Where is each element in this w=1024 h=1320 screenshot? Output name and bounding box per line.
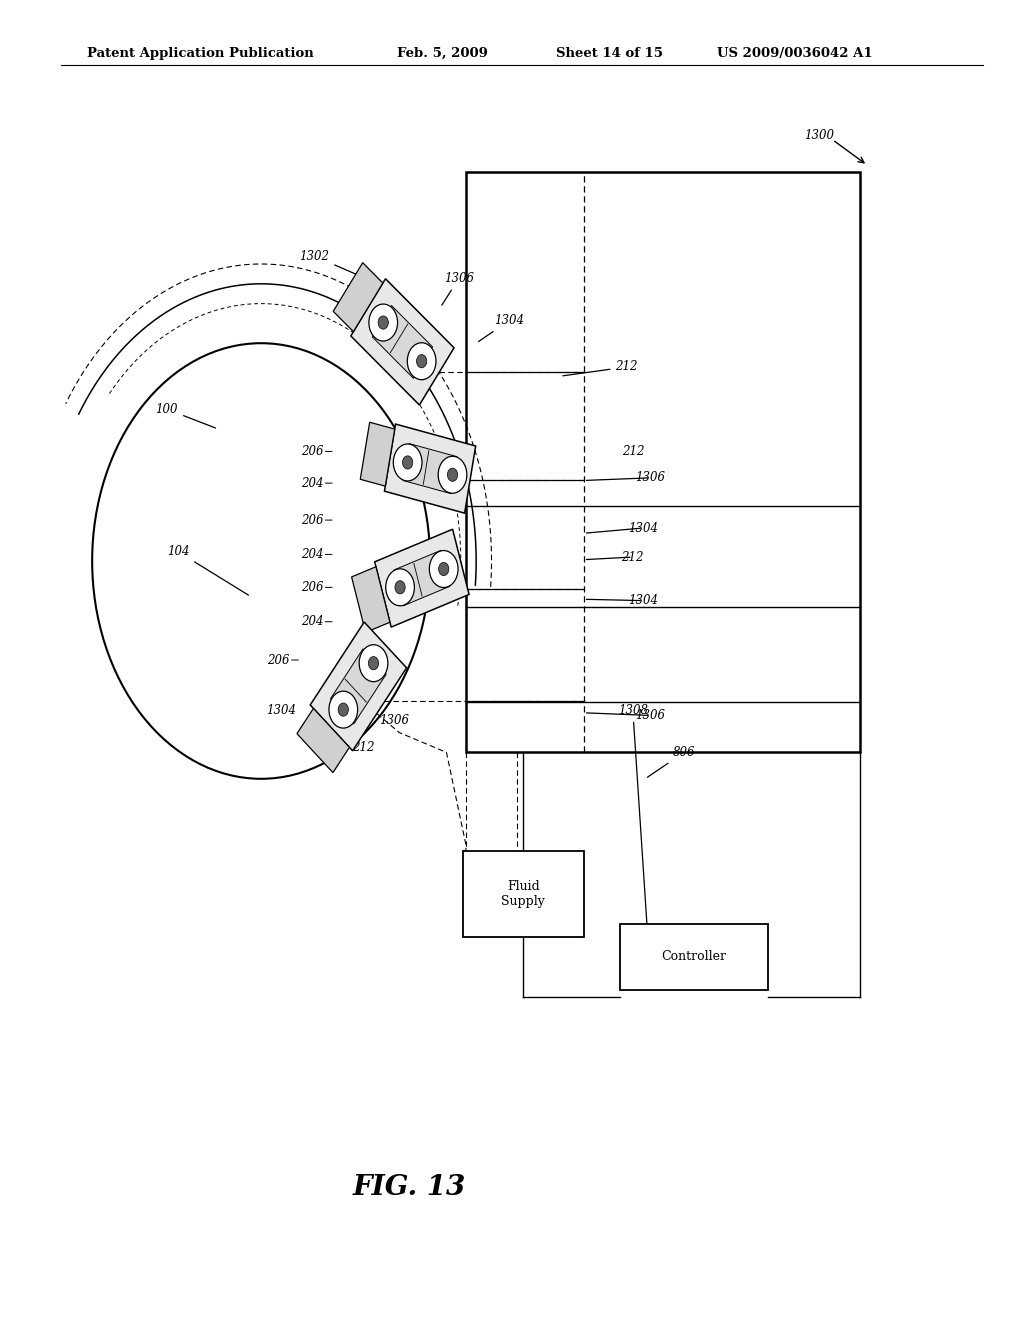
Polygon shape (403, 444, 457, 494)
Circle shape (359, 644, 388, 681)
Polygon shape (360, 422, 394, 486)
Circle shape (378, 315, 388, 329)
Text: 212: 212 (352, 741, 375, 754)
Polygon shape (394, 550, 450, 606)
Circle shape (438, 562, 449, 576)
Text: 1304: 1304 (628, 594, 658, 607)
Text: 104: 104 (167, 545, 249, 595)
Circle shape (447, 469, 458, 482)
Text: Feb. 5, 2009: Feb. 5, 2009 (397, 48, 488, 59)
Text: 1306: 1306 (379, 714, 410, 727)
Text: Controller: Controller (662, 950, 726, 964)
Polygon shape (351, 566, 390, 632)
Text: 1302: 1302 (299, 249, 385, 286)
Bar (620, 924, 768, 990)
Text: 100: 100 (156, 403, 215, 428)
Text: Fluid
Supply: Fluid Supply (502, 880, 545, 908)
Text: 1304: 1304 (266, 704, 297, 717)
Polygon shape (373, 305, 432, 379)
Circle shape (408, 343, 436, 380)
Text: US 2009/0036042 A1: US 2009/0036042 A1 (717, 48, 872, 59)
Polygon shape (351, 279, 454, 405)
Text: 204: 204 (301, 615, 324, 628)
Text: 212: 212 (563, 360, 638, 376)
Circle shape (402, 455, 413, 469)
Polygon shape (333, 263, 383, 331)
Text: 206: 206 (301, 513, 324, 527)
Text: 212: 212 (621, 550, 643, 564)
Text: FIG. 13: FIG. 13 (353, 1173, 466, 1201)
Text: 1306: 1306 (635, 471, 666, 484)
Circle shape (386, 569, 415, 606)
Polygon shape (375, 529, 469, 627)
Circle shape (395, 581, 406, 594)
Text: Patent Application Publication: Patent Application Publication (87, 48, 313, 59)
Text: 204: 204 (301, 548, 324, 561)
Polygon shape (384, 424, 476, 513)
Text: Sheet 14 of 15: Sheet 14 of 15 (556, 48, 663, 59)
Text: 1300: 1300 (804, 129, 835, 143)
Text: 1304: 1304 (478, 314, 524, 342)
Text: 1308: 1308 (617, 704, 650, 972)
Text: 806: 806 (647, 746, 695, 777)
Polygon shape (331, 649, 386, 723)
Circle shape (329, 692, 357, 729)
Circle shape (438, 457, 467, 494)
Polygon shape (310, 622, 407, 751)
Circle shape (369, 656, 379, 669)
Text: 1306: 1306 (635, 709, 666, 722)
Text: 212: 212 (622, 445, 644, 458)
Bar (466, 172, 860, 752)
Text: 206: 206 (267, 653, 290, 667)
Text: 1304: 1304 (628, 521, 658, 535)
Text: 206: 206 (301, 445, 324, 458)
Circle shape (338, 704, 348, 717)
Polygon shape (297, 709, 349, 772)
Text: 206: 206 (301, 581, 324, 594)
Bar (463, 851, 584, 937)
Circle shape (429, 550, 458, 587)
Text: 204: 204 (301, 477, 324, 490)
Circle shape (417, 355, 427, 368)
Circle shape (393, 444, 422, 480)
Text: 1306: 1306 (441, 272, 474, 305)
Circle shape (369, 304, 397, 341)
